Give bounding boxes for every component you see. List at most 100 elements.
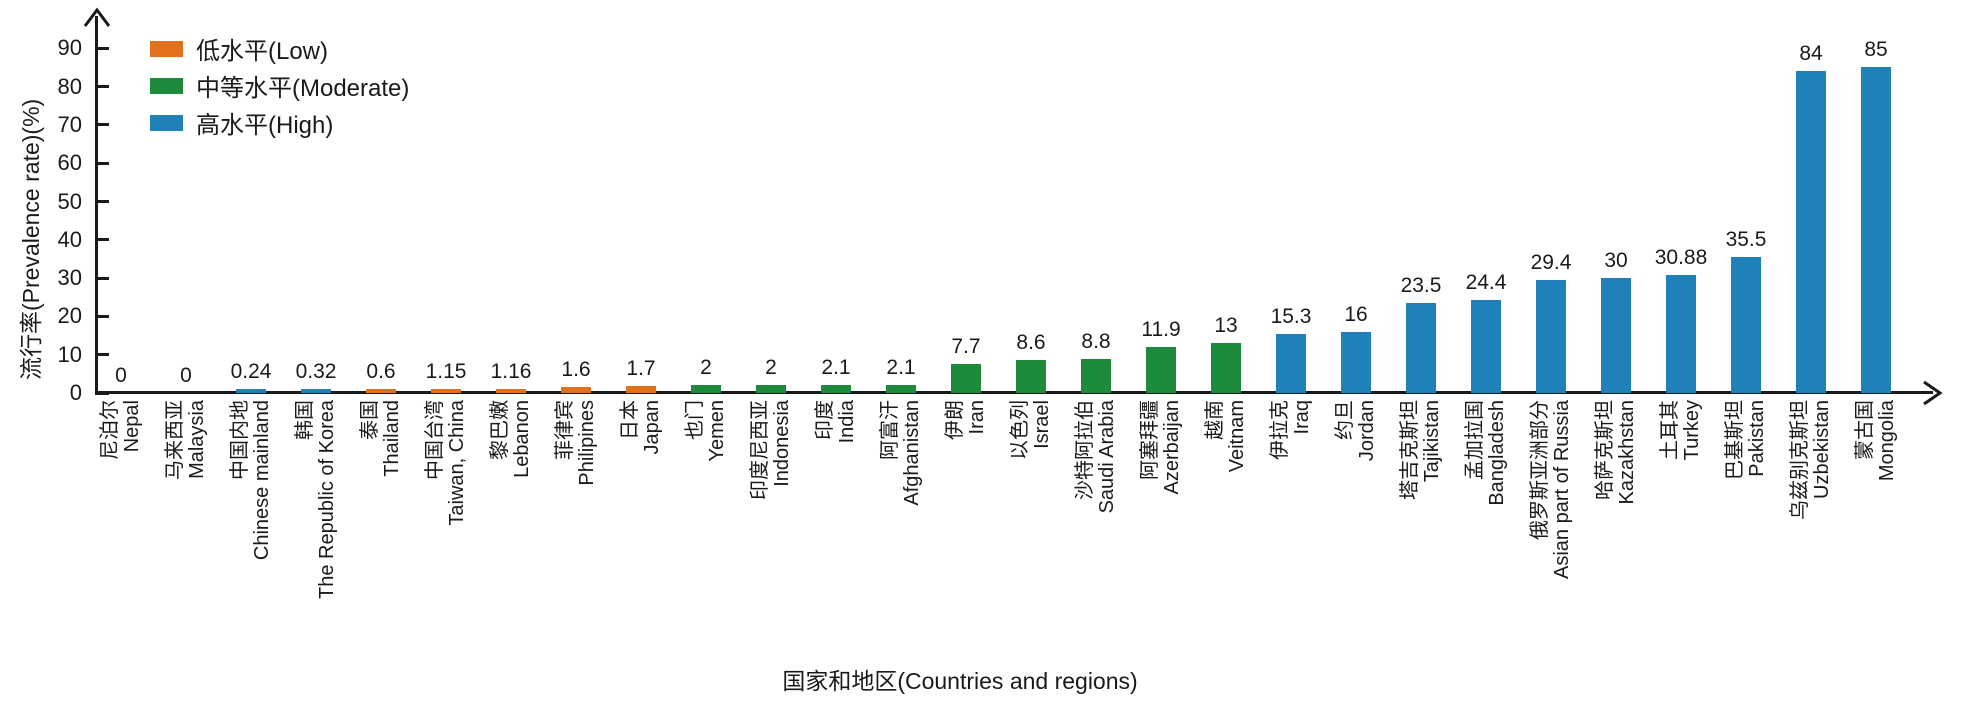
- bar-value-label: 8.8: [1081, 330, 1111, 354]
- x-tick-label-cn: 黎巴嫩: [489, 400, 511, 460]
- bar-value-label: 1.7: [626, 357, 656, 381]
- bar-value-label: 24.4: [1465, 270, 1507, 294]
- x-tick-label-cn: 孟加拉国: [1464, 400, 1486, 480]
- y-axis-arrow-icon: [83, 7, 111, 27]
- bar-kazakhstan: [1601, 278, 1631, 393]
- legend-label-moderate: 中等水平(Moderate): [196, 75, 410, 102]
- bar-lebanon: [496, 388, 526, 393]
- x-tick-label: 日本 Japan: [619, 400, 663, 455]
- x-tick-label-cn: 土耳其: [1659, 400, 1681, 460]
- x-tick-label-en: The Republic of Korea: [316, 400, 338, 600]
- bar-value-label: 11.9: [1141, 318, 1181, 342]
- x-tick-label-cn: 中国内地: [229, 400, 251, 480]
- bar-chinese-mainland: [236, 389, 266, 393]
- legend-item-moderate: 中等水平(Moderate): [150, 67, 409, 104]
- bar-yemen: [691, 385, 721, 393]
- x-tick-label: 乌兹别克斯坦 Uzbekistan: [1789, 400, 1833, 520]
- x-tick-label: 塔吉克斯坦 Tajikistan: [1399, 400, 1443, 500]
- x-tick-label-en: Japan: [641, 400, 663, 455]
- y-tick-mark: [97, 276, 109, 280]
- x-tick-label: 俄罗斯亚洲部分 Asian part of Russia: [1529, 400, 1573, 579]
- bar-afghanistan: [886, 384, 916, 393]
- bar-jordan: [1341, 331, 1371, 393]
- x-tick-label: 约旦 Jordan: [1334, 400, 1378, 461]
- legend-swatch-moderate: [150, 77, 183, 94]
- x-tick-label: 阿富汗 Afghanistan: [879, 400, 923, 506]
- bar-value-label: 85: [1864, 38, 1888, 62]
- x-tick-label-cn: 日本: [619, 400, 641, 440]
- x-tick-label-en: Asian part of Russia: [1551, 400, 1573, 579]
- x-tick-label-cn: 俄罗斯亚洲部分: [1529, 400, 1551, 540]
- x-tick-label-en: Chinese mainland: [251, 400, 273, 561]
- x-tick-label: 马来西亚 Malaysia: [164, 400, 208, 480]
- bar-value-label: 13: [1214, 314, 1238, 338]
- x-tick-label-en: Turkey: [1681, 400, 1703, 461]
- bar-asian-part-of-russia: [1536, 280, 1566, 393]
- x-tick-label-en: Pakistan: [1746, 400, 1768, 477]
- x-tick-label-en: Jordan: [1356, 400, 1378, 462]
- x-tick-label-en: Lebanon: [511, 400, 533, 478]
- x-tick-label-en: Kazakhstan: [1616, 400, 1638, 505]
- legend-label-high: 高水平(High): [196, 112, 334, 139]
- y-tick-label: 0: [69, 380, 82, 405]
- bar-mongolia: [1861, 67, 1891, 393]
- bar-philipines: [561, 386, 591, 393]
- x-tick-label-en: Nepal: [121, 400, 143, 453]
- x-tick-label-en: Philipines: [576, 400, 598, 486]
- x-axis-title: 国家和地区(Countries and regions): [782, 668, 1138, 694]
- x-tick-label: 土耳其 Turkey: [1659, 400, 1703, 460]
- x-tick-label-en: Israel: [1031, 400, 1053, 449]
- x-tick-label-en: Thailand: [381, 400, 403, 477]
- x-tick-label-cn: 印度尼西亚: [749, 400, 771, 500]
- bar-value-label: 2.1: [886, 355, 916, 379]
- x-tick-label-cn: 尼泊尔: [99, 400, 121, 460]
- x-tick-label-en: India: [836, 400, 858, 444]
- x-tick-label: 伊朗 Iran: [944, 400, 988, 440]
- x-tick-label: 中国内地 Chinese mainland: [229, 400, 273, 560]
- x-axis-arrow-icon: [1923, 380, 1943, 406]
- bar-value-label: 16: [1344, 302, 1368, 326]
- x-tick-label-cn: 泰国: [359, 400, 381, 440]
- bar-thailand: [366, 389, 396, 393]
- x-tick-label: 哈萨克斯坦 Kazakhstan: [1594, 400, 1638, 505]
- x-tick-label-cn: 乌兹别克斯坦: [1789, 400, 1811, 520]
- x-tick-label-cn: 印度: [814, 400, 836, 440]
- y-tick-mark: [97, 238, 109, 242]
- legend-item-high: 高水平(High): [150, 104, 409, 141]
- x-tick-label-en: Uzbekistan: [1811, 400, 1833, 499]
- x-tick-label-cn: 塔吉克斯坦: [1399, 400, 1421, 500]
- y-tick-label: 20: [57, 303, 82, 329]
- x-tick-label-cn: 伊拉克: [1269, 400, 1291, 460]
- x-tick-label-cn: 中国台湾: [424, 400, 446, 480]
- x-tick-label-cn: 巴基斯坦: [1724, 400, 1746, 480]
- y-tick-mark: [97, 353, 109, 357]
- x-tick-label-cn: 阿塞拜疆: [1139, 400, 1161, 480]
- bar-value-label: 0.24: [230, 360, 272, 383]
- bar-value-label: 0: [115, 364, 127, 387]
- y-tick-label: 70: [57, 111, 82, 137]
- x-tick-label-cn: 哈萨克斯坦: [1594, 400, 1616, 500]
- x-tick-label: 泰国 Thailand: [359, 400, 403, 477]
- x-tick-label: 巴基斯坦 Pakistan: [1724, 400, 1768, 480]
- x-tick-label-en: Indonesia: [771, 400, 793, 487]
- x-tick-label: 越南 Veitnam: [1204, 400, 1248, 472]
- x-axis: [95, 391, 1933, 394]
- bar-turkey: [1666, 274, 1696, 393]
- bar-taiwan-china: [431, 388, 461, 393]
- x-tick-label-cn: 约旦: [1334, 400, 1356, 440]
- bar-veitnam: [1211, 343, 1241, 393]
- x-tick-label-en: Tajikistan: [1421, 400, 1443, 483]
- bar-japan: [626, 386, 656, 393]
- y-tick-label: 30: [57, 265, 82, 291]
- bar-saudi-arabia: [1081, 359, 1111, 393]
- bar-value-label: 2: [700, 356, 712, 380]
- bar-value-label: 35.5: [1725, 228, 1767, 252]
- bar-value-label: 1.16: [490, 359, 532, 383]
- x-tick-label-cn: 菲律宾: [554, 400, 576, 460]
- legend-swatch-high: [150, 114, 183, 131]
- x-tick-label-cn: 沙特阿拉伯: [1074, 400, 1096, 500]
- y-tick-label: 50: [57, 188, 82, 214]
- x-tick-label-cn: 也门: [684, 400, 706, 440]
- bar-azerbaijan: [1146, 347, 1176, 393]
